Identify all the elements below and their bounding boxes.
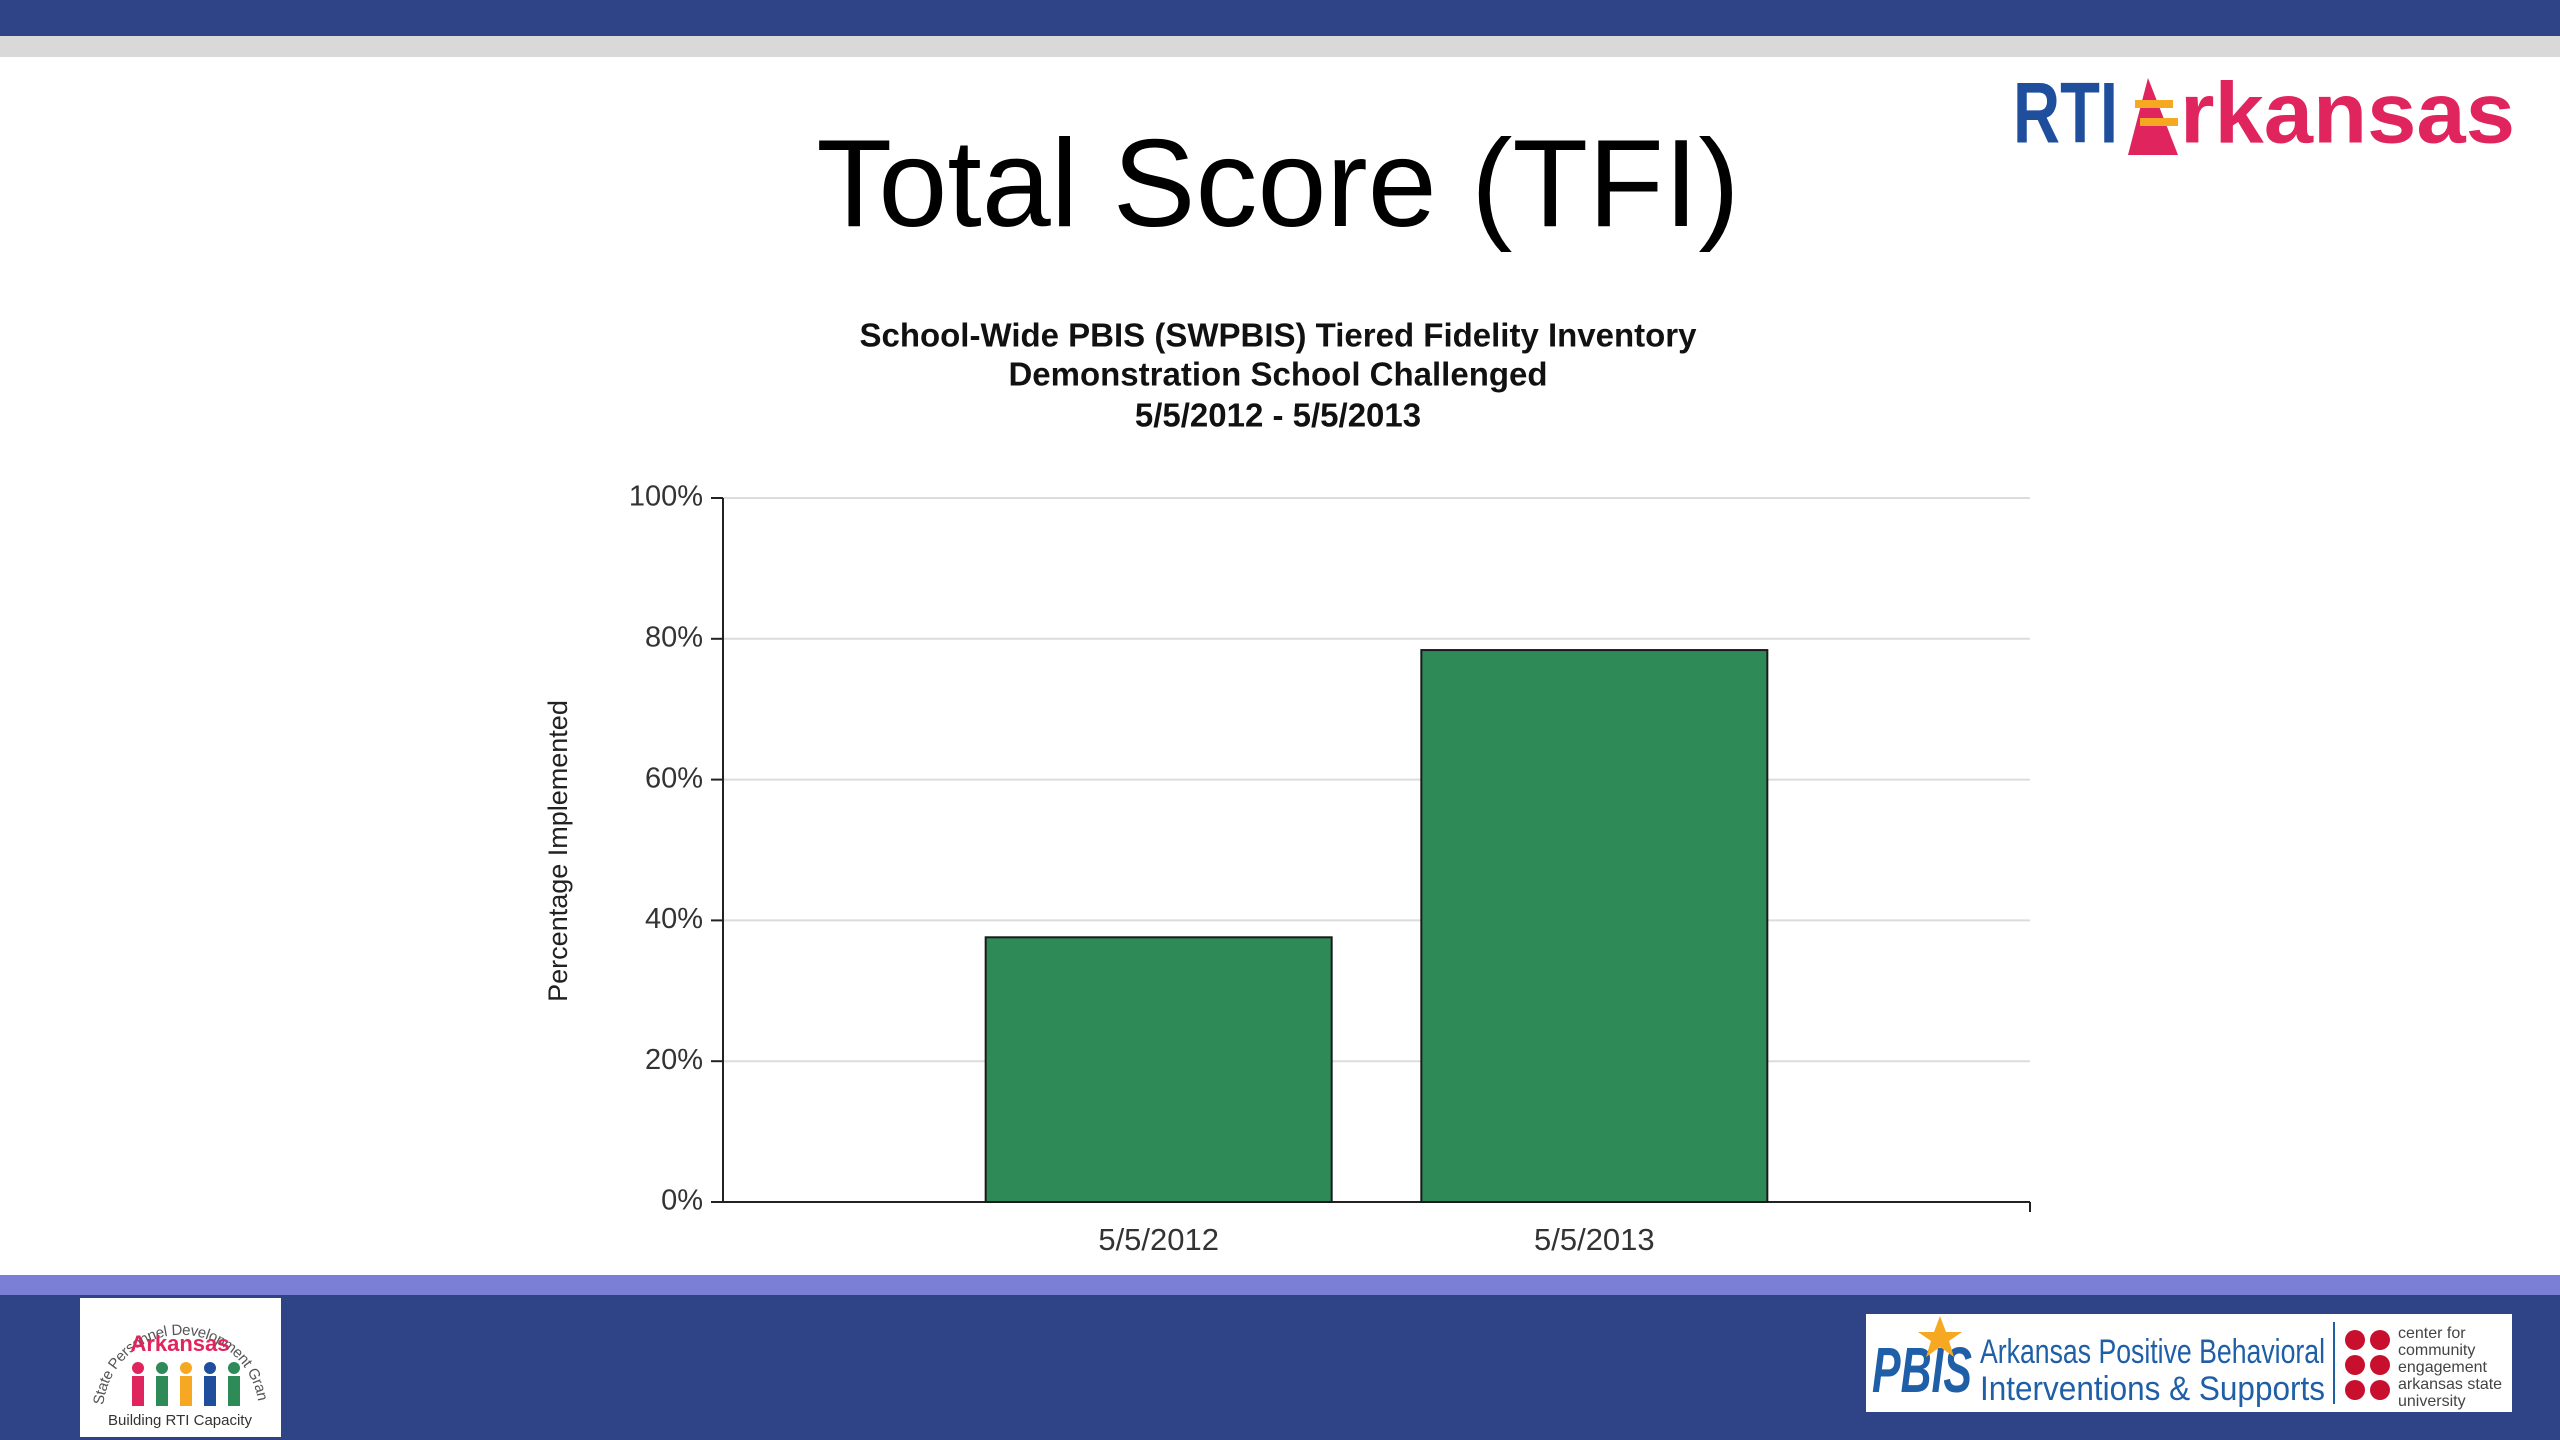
spdg-logo: State Personnel Development Grant Arkans… [0, 0, 281, 1437]
logo-mark: PBIS [1872, 1334, 1972, 1406]
logo-box [1866, 1314, 2512, 1412]
logo-small-text: center for [2398, 1325, 2466, 1342]
rti-logo: RTI rkansas [2013, 66, 2515, 162]
plot: 0% 20% 40% 60% 80% 100% 5/5/2012 5/5/2013 [629, 481, 2031, 1257]
y-tick-label: 60% [645, 762, 703, 794]
logo-arc-text: State Personnel Development Grant [0, 0, 271, 1406]
logo-a-bar [2135, 100, 2173, 108]
y-tick-label: 20% [645, 1044, 703, 1076]
chart-title: School-Wide PBIS (SWPBIS) Tiered Fidelit… [859, 317, 1697, 354]
logo-text: rkansas [2180, 66, 2515, 162]
logo-text: Interventions & Supports [1980, 1370, 2325, 1408]
logo-text: RTI [2013, 66, 2118, 162]
bottom-stripe [0, 1275, 2560, 1295]
top-band [0, 0, 2560, 36]
logo-small-text: community [2398, 1342, 2475, 1359]
logo-a [2128, 78, 2178, 155]
slide-title: Total Score (TFI) [816, 115, 1739, 253]
top-stripe [0, 36, 2560, 57]
chart-date-range: 5/5/2012 - 5/5/2013 [1135, 397, 1421, 434]
logo-star [1918, 1316, 1962, 1357]
y-axis-label: Percentage Implemented [543, 700, 573, 1002]
y-tick-label: 100% [629, 481, 703, 513]
y-tick-label: 80% [645, 621, 703, 653]
logo-a-bar [2140, 118, 2178, 126]
logo-small-text: engagement [2398, 1359, 2488, 1376]
chart-subtitle: Demonstration School Challenged [1008, 356, 1547, 393]
logo-small-text: arkansas state [2398, 1376, 2502, 1393]
logo-small-text: university [2398, 1393, 2466, 1410]
logo-text: Arkansas [130, 1331, 229, 1356]
y-tick-label: 0% [661, 1185, 703, 1217]
pbis-logo: PBIS Arkansas Positive Behavioral Interv… [1866, 1314, 2512, 1412]
x-tick-label: 5/5/2012 [1098, 1222, 1219, 1257]
logo-arc-text: State Personnel Development Grant [0, 0, 271, 1406]
logo-figures [132, 1362, 240, 1406]
bar [984, 936, 1333, 1204]
y-tick-label: 40% [645, 903, 703, 935]
logo-text: Arkansas Positive Behavioral [1980, 1333, 2325, 1371]
cce-dots [2345, 1330, 2390, 1400]
logo-caption: Building RTI Capacity [108, 1412, 252, 1429]
bar [1420, 649, 1769, 1203]
x-tick-label: 5/5/2013 [1534, 1222, 1655, 1257]
